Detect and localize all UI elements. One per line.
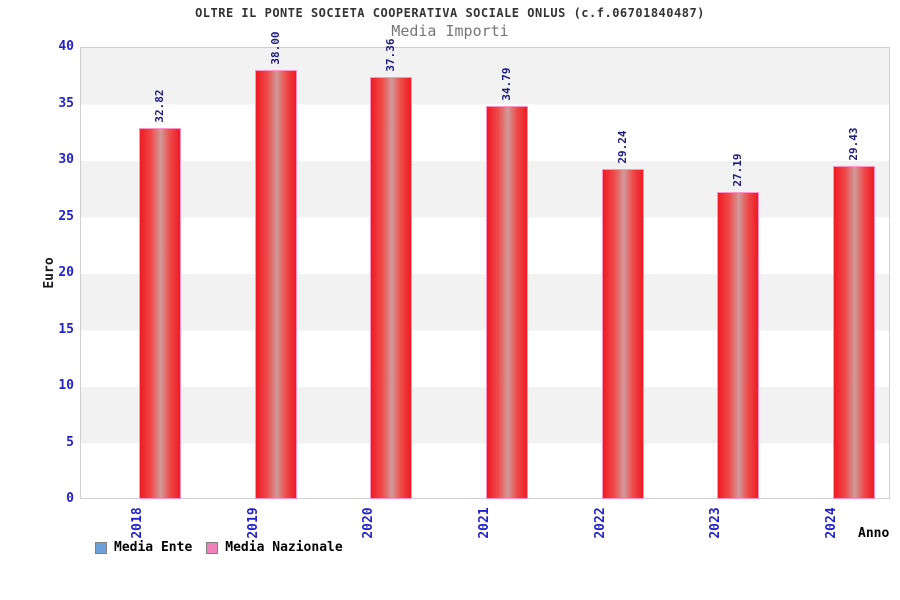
chart-subtitle: Media Importi xyxy=(391,22,509,40)
y-axis-tick-label: 20 xyxy=(58,265,74,280)
x-axis-tick-label: 2021 xyxy=(477,507,492,539)
bar-2018 xyxy=(138,128,181,499)
legend-item-media-nazionale: Media Nazionale xyxy=(206,540,343,555)
chart-title: OLTRE IL PONTE SOCIETA COOPERATIVA SOCIA… xyxy=(195,6,705,20)
plot-area xyxy=(80,47,890,499)
x-axis-tick-label: 2020 xyxy=(361,507,377,539)
legend-label-media-nazionale: Media Nazionale xyxy=(225,540,343,555)
x-axis-tick-label: 2019 xyxy=(245,507,261,539)
bar-value-label-2024: 29.43 xyxy=(847,127,861,161)
y-axis-tick-label: 10 xyxy=(58,378,74,393)
bar-value-label-2019: 38.00 xyxy=(268,31,282,65)
y-axis-tick-label: 0 xyxy=(66,491,74,506)
y-axis-tick-label: 40 xyxy=(58,39,74,54)
bar-value-label-2021: 34.79 xyxy=(500,67,513,101)
legend-label-media-ente: Media Ente xyxy=(114,540,193,555)
x-axis-tick-label: 2022 xyxy=(592,507,608,539)
bar-value-label-2023: 27.19 xyxy=(731,153,745,187)
x-axis-tick-label: 2024 xyxy=(824,507,840,539)
y-axis-tick-label: 30 xyxy=(58,152,74,167)
x-axis-tick-label: 2023 xyxy=(708,507,724,539)
y-axis-tick-label: 35 xyxy=(58,95,74,111)
bar-value-label-2022: 29.24 xyxy=(615,130,629,164)
y-axis-tick-label: 25 xyxy=(58,208,74,224)
bar-2021 xyxy=(486,105,528,499)
bar-2020 xyxy=(370,76,413,499)
x-axis-title: Anno xyxy=(858,526,890,541)
bar-value-label-2018: 32.82 xyxy=(152,89,166,123)
bar-2023 xyxy=(717,191,760,499)
bar-2024 xyxy=(833,166,876,499)
bar-2022 xyxy=(601,168,644,499)
legend-swatch-media-nazionale xyxy=(206,542,219,554)
y-axis-tick-label: 15 xyxy=(58,321,74,337)
legend-item-media-ente: Media Ente xyxy=(95,541,192,555)
bar-value-label-2020: 37.36 xyxy=(384,38,398,72)
legend: Media Ente Media Nazionale xyxy=(95,541,343,555)
bar-2019 xyxy=(254,69,297,499)
x-axis-tick-label: 2018 xyxy=(129,507,145,539)
y-axis-tick-label: 5 xyxy=(66,434,74,450)
legend-swatch-media-ente xyxy=(95,542,107,554)
